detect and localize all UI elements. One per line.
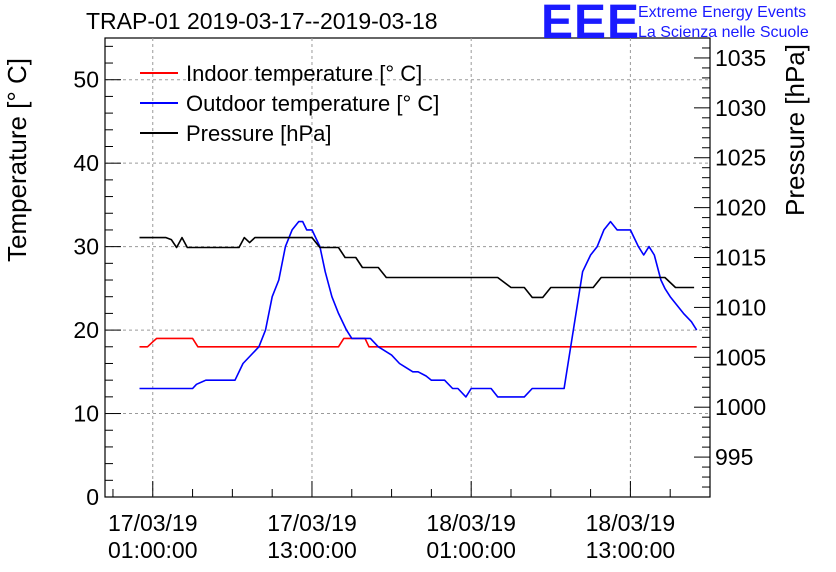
series-line-1 (139, 337, 697, 348)
y-axis-label: Temperature [° C] (2, 58, 32, 262)
eee-logo: EEE (541, 0, 641, 49)
y-tick-label: 10 (73, 401, 99, 427)
legend-label: Outdoor temperature [° C] (186, 91, 439, 116)
x-tick-label-time: 13:00:00 (267, 537, 357, 563)
y-tick-label: 30 (73, 234, 99, 260)
left-axis: 0 10 20 30 40 50 (73, 45, 121, 510)
y2-tick-label: 1010 (715, 294, 766, 320)
y2-tick-label: 1035 (715, 45, 766, 71)
x-tick-label-time: 01:00:00 (108, 537, 198, 563)
right-axis: 995 1000 1005 1010 1015 1020 1025 1030 1035 (694, 37, 766, 498)
organization-name: Extreme Energy Events La Scienza nelle Sc… (638, 4, 809, 41)
y-tick-label: 0 (86, 484, 99, 510)
y2-axis-label: Pressure [hPa] (780, 44, 810, 216)
legend-label: Indoor temperature [° C] (186, 61, 422, 86)
x-tick-label-time: 13:00:00 (586, 537, 676, 563)
x-axis: 17/03/1901:00:0017/03/1913:00:0018/03/19… (108, 481, 711, 563)
legend-label: Pressure [hPa] (186, 121, 332, 146)
y-tick-label: 50 (73, 67, 99, 93)
legend: Indoor temperature [° C] Outdoor temperat… (140, 61, 439, 146)
y2-tick-label: 1000 (715, 394, 766, 420)
series-line-2 (139, 220, 698, 398)
y2-tick-label: 1005 (715, 344, 766, 370)
x-tick-label-date: 17/03/19 (267, 510, 357, 536)
x-tick-label-date: 18/03/19 (426, 510, 516, 536)
x-tick-label-date: 18/03/19 (586, 510, 676, 536)
series-line-3 (139, 236, 695, 299)
y2-tick-label: 995 (715, 444, 753, 470)
grid (105, 38, 710, 497)
series-group (139, 220, 698, 398)
y2-tick-label: 1020 (715, 195, 766, 221)
x-tick-label-time: 01:00:00 (426, 537, 516, 563)
x-tick-label-date: 17/03/19 (108, 510, 198, 536)
y2-tick-label: 1030 (715, 95, 766, 121)
y-tick-label: 20 (73, 317, 99, 343)
chart-title: TRAP-01 2019-03-17--2019-03-18 (86, 8, 438, 34)
y-tick-label: 40 (73, 150, 99, 176)
y2-tick-label: 1015 (715, 245, 766, 271)
y2-tick-label: 1025 (715, 145, 766, 171)
